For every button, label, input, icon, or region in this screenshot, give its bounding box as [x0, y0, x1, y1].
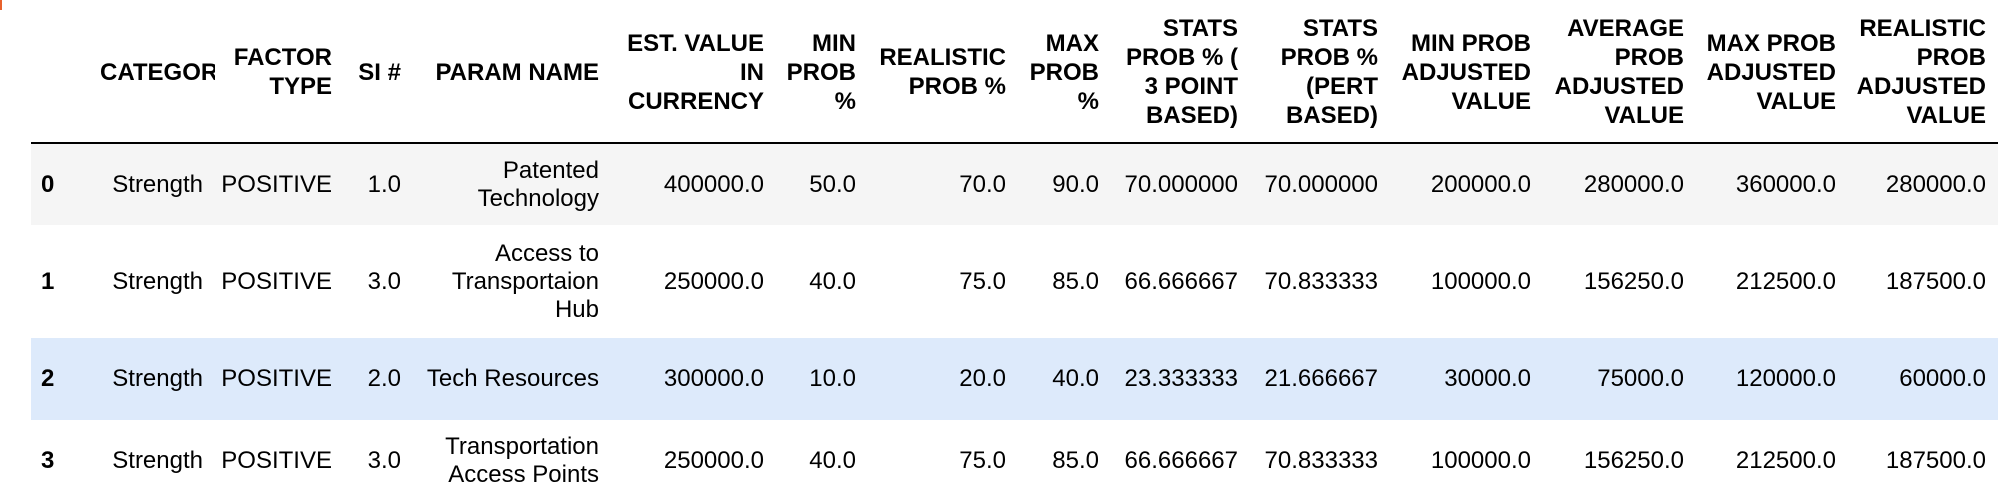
header-stats-prob-3point: STATS PROB % ( 3 POINT BASED) — [1111, 14, 1250, 144]
cell-factor-type: POSITIVE — [221, 447, 332, 474]
cell-max-prob: 85.0 — [1052, 447, 1099, 474]
header-factor-type: FACTOR TYPE — [215, 14, 344, 144]
cell-stats-prob-3point: 66.666667 — [1124, 267, 1238, 295]
cell-est-value: 300000.0 — [663, 365, 764, 392]
row-index: 1 — [41, 267, 55, 295]
cell-min-prob-adjusted: 30000.0 — [1444, 365, 1531, 392]
header-max-prob: MAX PROB % — [1018, 14, 1111, 144]
cell-factor-type: POSITIVE — [221, 267, 332, 295]
header-min-prob-adjusted: MIN PROB ADJUSTED VALUE — [1390, 14, 1543, 144]
cell-realistic-prob: 75.0 — [959, 447, 1006, 474]
cell-max-prob-adjusted: 120000.0 — [1735, 365, 1836, 392]
cell-param-name: Transportation Access Points — [445, 433, 599, 488]
cell-average-prob-adjusted: 156250.0 — [1583, 447, 1684, 474]
cell-average-prob-adjusted: 280000.0 — [1583, 170, 1684, 198]
header-average-prob-adjusted: AVERAGE PROB ADJUSTED VALUE — [1543, 14, 1696, 144]
row-index: 3 — [41, 447, 55, 474]
header-index — [31, 14, 94, 144]
header-category: CATEGORY — [94, 14, 215, 144]
cell-realistic-prob-adjusted: 280000.0 — [1885, 170, 1986, 198]
cell-stats-prob-pert: 70.833333 — [1264, 267, 1378, 295]
cell-si-number: 1.0 — [367, 170, 401, 198]
row-index: 2 — [41, 365, 55, 392]
cell-max-prob: 40.0 — [1052, 365, 1099, 392]
cell-min-prob: 50.0 — [809, 170, 856, 198]
cell-category: Strength — [112, 170, 203, 198]
cell-stats-prob-pert: 70.000000 — [1264, 170, 1378, 198]
cell-category: Strength — [112, 447, 203, 474]
cell-factor-type: POSITIVE — [221, 365, 332, 392]
cell-stats-prob-pert: 21.666667 — [1264, 365, 1378, 392]
cell-min-prob-adjusted: 100000.0 — [1430, 267, 1531, 295]
cell-param-name: Patented Technology — [477, 156, 599, 212]
cell-realistic-prob-adjusted: 187500.0 — [1885, 447, 1986, 474]
cell-average-prob-adjusted: 156250.0 — [1583, 267, 1684, 295]
row-index: 0 — [41, 170, 55, 198]
header-realistic-prob: REALISTIC PROB % — [868, 14, 1018, 144]
cell-est-value: 250000.0 — [663, 447, 764, 474]
cell-stats-prob-3point: 70.000000 — [1124, 170, 1238, 198]
cell-max-prob-adjusted: 212500.0 — [1735, 267, 1836, 295]
cell-min-prob: 40.0 — [809, 447, 856, 474]
cell-max-prob-adjusted: 212500.0 — [1735, 447, 1836, 474]
cell-max-prob: 90.0 — [1052, 170, 1099, 198]
cell-param-name: Tech Resources — [426, 365, 599, 392]
cell-stats-prob-3point: 66.666667 — [1124, 447, 1238, 474]
cell-param-name: Access to Transportaion Hub — [451, 239, 599, 323]
table-row: 3 Strength POSITIVE 3.0 Transportation A… — [31, 420, 1998, 488]
header-stats-prob-pert: STATS PROB % (PERT BASED) — [1250, 14, 1390, 144]
cell-realistic-prob-adjusted: 60000.0 — [1899, 365, 1986, 392]
table-row: 0 Strength POSITIVE 1.0 Patented Technol… — [31, 143, 1998, 225]
dataframe-output[interactable]: CATEGORY FACTOR TYPE SI # PARAM NAME EST… — [31, 14, 1998, 488]
header-param-name: PARAM NAME — [413, 14, 611, 144]
cell-realistic-prob: 20.0 — [959, 365, 1006, 392]
header-min-prob: MIN PROB % — [776, 14, 868, 144]
cell-realistic-prob: 70.0 — [959, 170, 1006, 198]
table-row: 1 Strength POSITIVE 3.0 Access to Transp… — [31, 225, 1998, 338]
cell-min-prob-adjusted: 100000.0 — [1430, 447, 1531, 474]
cell-min-prob: 40.0 — [809, 267, 856, 295]
cell-si-number: 2.0 — [367, 365, 401, 392]
cell-factor-type: POSITIVE — [221, 170, 332, 198]
cell-category: Strength — [112, 365, 203, 392]
cell-max-prob-adjusted: 360000.0 — [1735, 170, 1836, 198]
header-realistic-prob-adjusted: REALISTIC PROB ADJUSTED VALUE — [1848, 14, 1998, 144]
header-max-prob-adjusted: MAX PROB ADJUSTED VALUE — [1696, 14, 1848, 144]
cell-realistic-prob-adjusted: 187500.0 — [1885, 267, 1986, 295]
cell-stats-prob-pert: 70.833333 — [1264, 447, 1378, 474]
cell-category: Strength — [112, 267, 203, 295]
header-est-value: EST. VALUE IN CURRENCY — [611, 14, 776, 144]
header-si-number: SI # — [344, 14, 413, 144]
dataframe-table: CATEGORY FACTOR TYPE SI # PARAM NAME EST… — [31, 14, 1998, 488]
cell-min-prob: 10.0 — [809, 365, 856, 392]
cell-min-prob-adjusted: 200000.0 — [1430, 170, 1531, 198]
cell-est-value: 250000.0 — [663, 267, 764, 295]
cell-max-prob: 85.0 — [1052, 267, 1099, 295]
header-row: CATEGORY FACTOR TYPE SI # PARAM NAME EST… — [31, 14, 1998, 144]
cell-edge-marker — [0, 0, 2, 10]
cell-realistic-prob: 75.0 — [959, 267, 1006, 295]
cell-si-number: 3.0 — [367, 447, 401, 474]
cell-est-value: 400000.0 — [663, 170, 764, 198]
table-row-hovered: 2 Strength POSITIVE 2.0 Tech Resources 3… — [31, 338, 1998, 420]
cell-si-number: 3.0 — [367, 267, 401, 295]
cell-stats-prob-3point: 23.333333 — [1124, 365, 1238, 392]
cell-average-prob-adjusted: 75000.0 — [1597, 365, 1684, 392]
